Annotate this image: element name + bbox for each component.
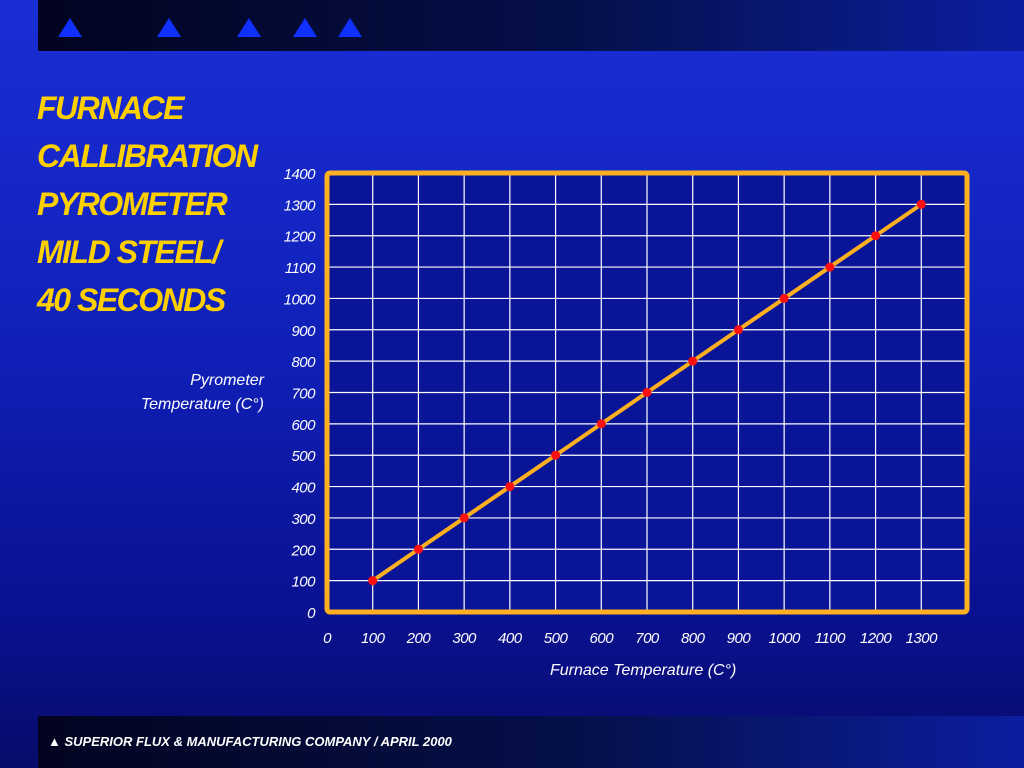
title-line: PYROMETER <box>37 186 228 222</box>
triangle-icon <box>58 18 82 37</box>
x-tick-label: 1000 <box>768 630 801 647</box>
plot-frame <box>324 170 970 615</box>
data-point <box>505 482 515 492</box>
triangle-icon <box>157 18 181 37</box>
x-tick-label: 200 <box>406 630 432 647</box>
footer-label: SUPERIOR FLUX & MANUFACTURING COMPANY / … <box>64 734 452 749</box>
x-tick-label: 600 <box>590 630 615 647</box>
x-tick-label: 900 <box>727 630 752 647</box>
data-point <box>642 388 652 397</box>
y-tick-label: 1400 <box>284 166 317 183</box>
triangle-icon <box>237 18 261 37</box>
y-tick-label: 0 <box>307 605 316 622</box>
x-tick-label: 400 <box>498 630 523 647</box>
y-tick-label: 700 <box>291 386 316 403</box>
title-line: FURNACE <box>37 90 184 126</box>
x-tick-label: 1100 <box>815 630 846 647</box>
data-point <box>733 325 743 335</box>
y-axis-label: Pyrometer Temperature (C°) <box>141 369 264 417</box>
y-tick-label: 1100 <box>285 260 316 277</box>
title-line: 40 SECONDS <box>37 282 226 318</box>
data-point <box>551 450 561 460</box>
data-point <box>596 419 606 429</box>
y-axis-label-line: Pyrometer <box>190 372 264 389</box>
triangle-icon <box>338 18 362 37</box>
x-tick-label: 100 <box>361 630 386 647</box>
y-tick-label: 100 <box>291 574 316 591</box>
x-tick-label: 1200 <box>860 630 893 647</box>
header-bar <box>38 0 1024 51</box>
y-tick-label: 1300 <box>284 197 317 214</box>
triangle-icon: ▲ <box>48 734 61 749</box>
y-tick-label: 300 <box>291 511 316 528</box>
y-tick-label: 600 <box>291 417 316 434</box>
data-point <box>825 262 835 272</box>
slide-title: FURNACE CALLIBRATION PYROMETER MILD STEE… <box>37 84 277 324</box>
y-tick-label: 400 <box>291 480 316 497</box>
data-point <box>459 513 469 523</box>
x-tick-label: 700 <box>635 630 660 647</box>
y-tick-label: 500 <box>291 448 316 465</box>
x-tick-label: 500 <box>544 630 569 647</box>
data-point <box>688 356 698 366</box>
y-tick-label: 1200 <box>284 229 317 246</box>
x-tick-label: 0 <box>323 630 332 647</box>
y-tick-label: 800 <box>291 354 316 371</box>
data-point <box>413 544 423 554</box>
x-tick-label: 300 <box>452 630 477 647</box>
title-line: MILD STEEL/ <box>37 234 221 270</box>
y-axis-label-line: Temperature (C°) <box>140 396 264 413</box>
x-tick-label: 1300 <box>906 630 939 647</box>
y-tick-label: 900 <box>291 323 316 340</box>
data-point <box>916 199 926 209</box>
x-tick-label: 800 <box>681 630 706 647</box>
footer-text: ▲ SUPERIOR FLUX & MANUFACTURING COMPANY … <box>48 734 452 749</box>
y-tick-label: 1000 <box>284 291 317 308</box>
data-point <box>368 576 378 586</box>
data-point <box>871 231 881 241</box>
y-tick-label: 200 <box>290 542 316 559</box>
x-axis-label: Furnace Temperature (C°) <box>550 662 737 679</box>
triangle-icon <box>293 18 317 37</box>
title-line: CALLIBRATION <box>37 138 258 174</box>
data-point <box>779 293 789 303</box>
footer-bar: ▲ SUPERIOR FLUX & MANUFACTURING COMPANY … <box>38 716 1024 768</box>
